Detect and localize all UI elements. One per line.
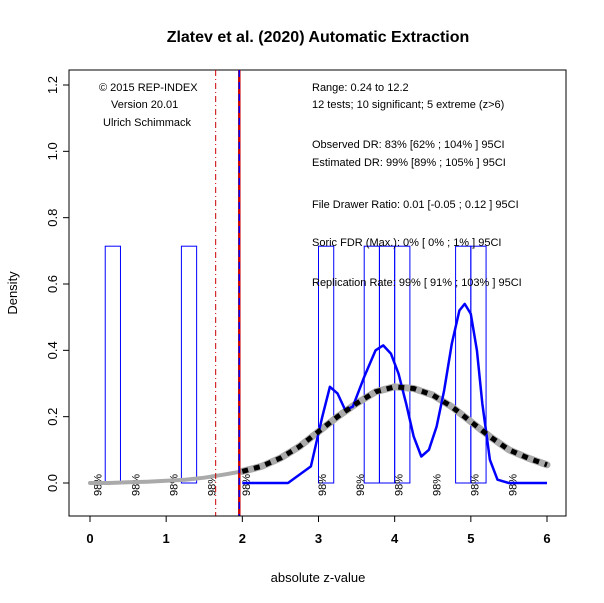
plot-frame <box>68 69 567 517</box>
chart-title: Zlatev et al. (2020) Automatic Extractio… <box>167 29 470 46</box>
y-tick-label-2: 0.4 <box>45 341 60 359</box>
fitted-density-halo <box>238 383 551 475</box>
percent-label-9: 98% <box>469 474 481 496</box>
percent-label-4: 98% <box>241 474 253 496</box>
y-tick-label-1: 0.2 <box>45 408 60 426</box>
y-tick-label-4: 0.8 <box>45 209 60 227</box>
criterion-lines <box>215 70 241 516</box>
stat-line-2: Observed DR: 83% [62% ; 104% ] 95CI <box>312 139 505 151</box>
stats-block: Range: 0.24 to 12.2 12 tests; 10 signific… <box>312 82 522 289</box>
stat-line-6: Replication Rate: 99% [ 91% ; 103% ] 95C… <box>312 277 522 289</box>
x-tick-label-3: 3 <box>315 531 322 546</box>
copyright-line-1: Version 20.01 <box>111 99 178 111</box>
low-tail-density-line <box>88 469 245 485</box>
x-tick-label-5: 5 <box>467 531 474 546</box>
y-tick-label-3: 0.6 <box>45 275 60 293</box>
percent-label-5: 98% <box>317 474 329 496</box>
histogram-bar-0 <box>104 245 121 484</box>
percent-label-7: 98% <box>393 474 405 496</box>
copyright-block: © 2015 REP-INDEX Version 20.01 Ulrich Schi… <box>99 82 198 129</box>
percent-label-1: 98% <box>131 474 143 496</box>
copyright-line-0: © 2015 REP-INDEX <box>99 82 198 94</box>
stat-line-3: Estimated DR: 99% [89% ; 105% ] 95CI <box>312 157 506 169</box>
percent-label-8: 98% <box>431 474 443 496</box>
percent-label-2: 98% <box>169 474 181 496</box>
histogram-bar-2 <box>318 245 335 484</box>
percent-labels: 98% 98% 98% 98% 98% 98% 98% 98% 98% 98% 98% <box>92 474 519 496</box>
x-tick-label-0: 0 <box>86 531 93 546</box>
copyright-line-2: Ulrich Schimmack <box>103 117 192 129</box>
x-axis-label: absolute z-value <box>271 570 366 585</box>
percent-label-6: 98% <box>355 474 367 496</box>
histogram-bar-1 <box>180 245 198 484</box>
x-tick-label-2: 2 <box>239 531 246 546</box>
stat-line-0: Range: 0.24 to 12.2 <box>312 82 409 94</box>
x-tick-label-1: 1 <box>163 531 170 546</box>
y-tick-label-5: 1.0 <box>45 142 60 160</box>
stat-line-4: File Drawer Ratio: 0.01 [-0.05 ; 0.12 ] … <box>312 199 519 211</box>
y-tick-label-6: 1.2 <box>45 76 60 94</box>
x-axis: 0 1 2 3 4 5 6 <box>86 515 551 546</box>
y-tick-label-0: 0.0 <box>45 474 60 492</box>
observed-density-line <box>242 302 547 485</box>
y-axis-label: Density <box>5 271 20 315</box>
histogram-bar-7 <box>470 245 487 484</box>
x-tick-label-4: 4 <box>391 531 399 546</box>
stat-line-5: Soric FDR (Max.): 0% [ 0% ; 1% ] 95CI <box>312 237 502 249</box>
y-axis: 0.0 0.2 0.4 0.6 0.8 1.0 1.2 <box>45 76 70 492</box>
density-curves <box>88 302 551 485</box>
percent-label-10: 98% <box>508 474 520 496</box>
stat-line-1: 12 tests; 10 significant; 5 extreme (z>6… <box>312 99 504 111</box>
x-tick-label-6: 6 <box>543 531 550 546</box>
